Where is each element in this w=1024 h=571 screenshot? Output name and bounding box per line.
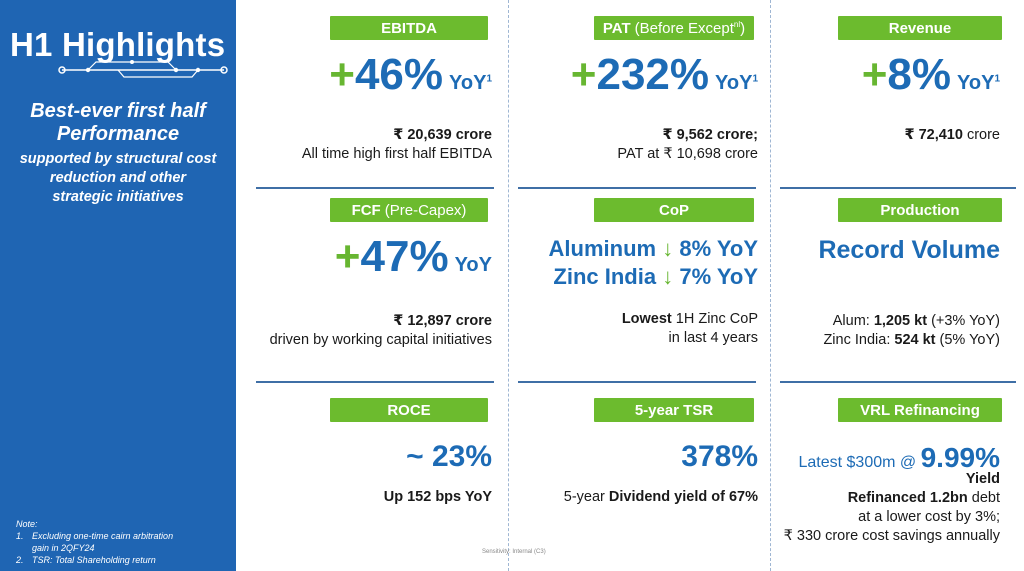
sensitivity-label: Sensitivity: Internal (C3) bbox=[482, 549, 546, 555]
pat-badge: PAT (Before Exceptnl) bbox=[594, 16, 754, 40]
arrow-down-icon: ↓ bbox=[662, 236, 674, 261]
footnotes: Note: 1. Excluding one-time cairn arbitra… bbox=[16, 519, 174, 565]
vrl-badge: VRL Refinancing bbox=[838, 398, 1002, 422]
vrl-refinancing-card: VRL Refinancing Latest $300m @ 9.99% Yie… bbox=[770, 384, 1020, 562]
tsr-card: 5-year TSR 378% 5-year Dividend yield of… bbox=[508, 384, 758, 562]
ebitda-badge: EBITDA bbox=[330, 16, 488, 40]
roce-badge: ROCE bbox=[330, 398, 488, 422]
revenue-card: Revenue +8% YoY1 ₹ 72,410 crore bbox=[770, 0, 1020, 178]
circuit-connector-decoration bbox=[58, 60, 228, 78]
row-divider bbox=[780, 187, 1016, 189]
ebitda-growth: +46% YoY1 bbox=[329, 50, 492, 99]
cop-badge: CoP bbox=[594, 198, 754, 222]
ebitda-detail: ₹ 20,639 crore All time high first half … bbox=[301, 127, 492, 162]
fcf-badge: FCF (Pre-Capex) bbox=[330, 198, 488, 222]
fcf-growth: +47% YoY bbox=[334, 232, 492, 281]
tsr-detail: 5-year Dividend yield of 67% bbox=[563, 489, 758, 505]
pat-growth: +232% YoY1 bbox=[570, 50, 758, 99]
roce-card: ROCE ~ 23% Up 152 bps YoY bbox=[244, 384, 494, 562]
ebitda-card: EBITDA +46% YoY1 ₹ 20,639 crore All time … bbox=[244, 0, 494, 178]
side-headline: Best-ever first half Performance bbox=[30, 100, 206, 145]
pat-detail: ₹ 9,562 crore; PAT at ₹ 10,698 crore bbox=[617, 127, 758, 162]
cop-aluminum-line: Aluminum ↓ 8% YoY bbox=[548, 236, 758, 261]
tsr-badge: 5-year TSR bbox=[594, 398, 754, 422]
vrl-detail: Yield Refinanced 1.2bn debt at a lower c… bbox=[783, 471, 1000, 544]
revenue-detail: ₹ 72,410 crore bbox=[904, 127, 1000, 143]
roce-detail: Up 152 bps YoY bbox=[383, 489, 492, 505]
roce-value: ~ 23% bbox=[406, 440, 492, 473]
row-divider bbox=[518, 187, 756, 189]
production-detail: Alum: 1,205 kt (+3% YoY) Zinc India: 524… bbox=[823, 313, 1000, 348]
fcf-card: FCF (Pre-Capex) +47% YoY ₹ 12,897 crore dr… bbox=[244, 190, 494, 368]
production-card: Production Record Volume Alum: 1,205 kt … bbox=[770, 190, 1020, 368]
row-divider bbox=[518, 381, 756, 383]
row-divider bbox=[256, 381, 494, 383]
fcf-detail: ₹ 12,897 crore driven by working capital… bbox=[269, 313, 492, 348]
production-badge: Production bbox=[838, 198, 1002, 222]
tsr-value: 378% bbox=[681, 440, 758, 473]
cop-zinc-line: Zinc India ↓ 7% YoY bbox=[553, 264, 758, 289]
page-title: H1 Highlights bbox=[10, 26, 226, 63]
column-divider bbox=[508, 0, 509, 571]
row-divider bbox=[780, 381, 1016, 383]
cop-detail: Lowest 1H Zinc CoP in last 4 years bbox=[621, 311, 758, 346]
row-divider bbox=[256, 187, 494, 189]
revenue-growth: +8% YoY1 bbox=[861, 50, 1000, 99]
vrl-latest-rate: Latest $300m @ 9.99% bbox=[798, 442, 1001, 473]
cop-card: CoP Aluminum ↓ 8% YoY Zinc India ↓ 7% Yo… bbox=[508, 190, 758, 368]
column-divider bbox=[770, 0, 771, 571]
arrow-down-icon: ↓ bbox=[662, 264, 674, 289]
side-subheadline: supported by structural cost reduction a… bbox=[19, 151, 217, 205]
production-headline: Record Volume bbox=[818, 236, 1000, 264]
highlights-side-panel: H1 Highlights Best-ever first half Perfo… bbox=[0, 0, 236, 571]
pat-card: PAT (Before Exceptnl) +232% YoY1 ₹ 9,562 c… bbox=[508, 0, 758, 178]
revenue-badge: Revenue bbox=[838, 16, 1002, 40]
